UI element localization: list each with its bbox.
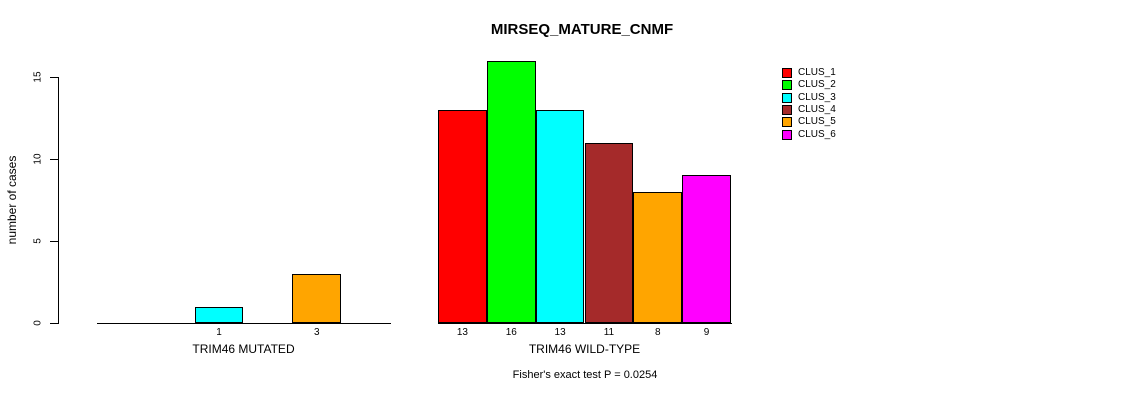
legend-item: CLUS_1 — [782, 67, 836, 79]
x-axis-group-label: TRIM46 MUTATED — [192, 342, 295, 356]
bar-value-label: 8 — [654, 327, 661, 338]
chart-title: MIRSEQ_MATURE_CNMF — [490, 21, 674, 38]
legend-label: CLUS_6 — [798, 128, 836, 140]
legend-label: CLUS_3 — [798, 91, 836, 103]
legend-label: CLUS_1 — [798, 67, 836, 79]
bar — [194, 306, 244, 323]
y-tick — [50, 241, 58, 242]
x-axis-group-label: TRIM46 WILD-TYPE — [528, 342, 641, 356]
y-tick-label: 0 — [32, 320, 44, 326]
annotation-text: Fisher's exact test P = 0.0254 — [512, 369, 658, 381]
bar-value-label: 11 — [603, 327, 615, 338]
bar — [682, 175, 731, 323]
bar — [438, 109, 487, 323]
group-baseline — [97, 323, 391, 324]
legend: CLUS_1 CLUS_2 CLUS_3 CLUS_4 CLUS_5 CLUS_6 — [782, 67, 836, 141]
y-tick-label: 5 — [32, 238, 44, 244]
legend-label: CLUS_5 — [798, 116, 836, 128]
bar-value-label: 1 — [216, 327, 222, 338]
legend-swatch — [782, 80, 792, 91]
bar-value-label: 3 — [313, 327, 320, 338]
legend-item: CLUS_5 — [782, 116, 836, 128]
bar-value-label: 9 — [703, 327, 710, 338]
legend-swatch — [782, 129, 792, 140]
bar-value-label: 13 — [456, 327, 468, 338]
legend-swatch — [782, 68, 792, 79]
legend-item: CLUS_6 — [782, 128, 836, 140]
y-tick-label: 15 — [32, 71, 44, 83]
legend-swatch — [782, 92, 792, 103]
legend-swatch — [782, 117, 792, 128]
y-axis-label: number of cases — [5, 155, 19, 245]
y-tick-label: 10 — [32, 153, 44, 165]
legend-label: CLUS_4 — [798, 104, 836, 116]
legend-item: CLUS_3 — [782, 92, 836, 104]
group-baseline — [438, 323, 732, 324]
bar — [633, 191, 683, 323]
legend-swatch — [782, 105, 792, 116]
bar — [292, 273, 342, 323]
y-tick — [50, 323, 58, 324]
y-tick — [50, 77, 58, 78]
bar — [535, 109, 585, 323]
y-axis-line — [58, 77, 59, 324]
y-tick — [50, 159, 58, 160]
bar-value-label: 13 — [554, 327, 566, 338]
legend-item: CLUS_4 — [782, 104, 836, 116]
legend-item: CLUS_2 — [782, 79, 836, 91]
legend-label: CLUS_2 — [798, 79, 836, 91]
bar — [584, 142, 634, 323]
bar — [486, 60, 536, 323]
bar-value-label: 16 — [505, 327, 517, 338]
